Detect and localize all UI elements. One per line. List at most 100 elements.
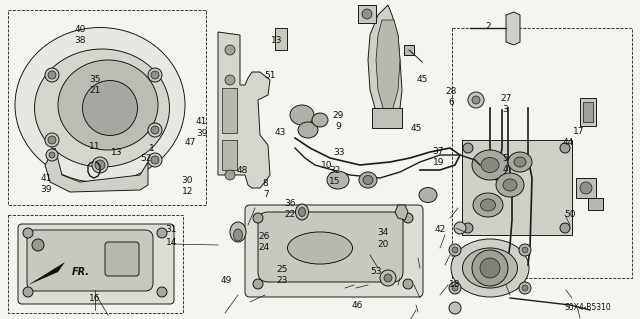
Ellipse shape xyxy=(234,229,243,241)
Polygon shape xyxy=(376,20,400,115)
Ellipse shape xyxy=(298,207,305,217)
Text: 31: 31 xyxy=(166,225,177,234)
Text: 4: 4 xyxy=(503,165,508,174)
Ellipse shape xyxy=(472,150,508,180)
Text: 44: 44 xyxy=(563,138,574,147)
Text: 49: 49 xyxy=(220,276,232,285)
Circle shape xyxy=(45,133,59,147)
Polygon shape xyxy=(45,148,148,192)
Bar xyxy=(222,88,237,133)
Text: 5: 5 xyxy=(503,154,508,163)
Text: 40: 40 xyxy=(74,25,86,34)
Circle shape xyxy=(225,75,235,85)
Circle shape xyxy=(454,222,466,234)
Circle shape xyxy=(32,239,44,251)
Ellipse shape xyxy=(327,171,349,189)
Circle shape xyxy=(23,287,33,297)
Polygon shape xyxy=(28,262,65,285)
Bar xyxy=(222,140,237,170)
Text: 24: 24 xyxy=(259,243,270,252)
Circle shape xyxy=(253,279,263,289)
Ellipse shape xyxy=(296,204,308,220)
Circle shape xyxy=(157,287,167,297)
Bar xyxy=(576,178,596,198)
Text: 1: 1 xyxy=(150,144,155,153)
Text: 30: 30 xyxy=(182,176,193,185)
Ellipse shape xyxy=(363,175,373,184)
Text: S0X4-B5310: S0X4-B5310 xyxy=(564,303,611,313)
Circle shape xyxy=(148,68,162,82)
Ellipse shape xyxy=(481,199,495,211)
Ellipse shape xyxy=(298,122,318,138)
Polygon shape xyxy=(368,5,402,125)
FancyBboxPatch shape xyxy=(258,212,403,282)
Text: 46: 46 xyxy=(351,301,363,310)
Circle shape xyxy=(23,228,33,238)
Text: 6: 6 xyxy=(449,98,454,107)
Ellipse shape xyxy=(230,222,246,242)
Text: 28: 28 xyxy=(445,87,457,96)
Text: 41: 41 xyxy=(40,174,52,182)
Ellipse shape xyxy=(83,80,138,136)
Ellipse shape xyxy=(508,152,532,172)
Ellipse shape xyxy=(35,49,170,167)
Ellipse shape xyxy=(419,188,437,203)
Ellipse shape xyxy=(463,248,518,288)
Bar xyxy=(358,5,376,23)
Circle shape xyxy=(45,68,59,82)
Bar xyxy=(372,108,402,128)
Text: 13: 13 xyxy=(271,36,282,45)
Text: 18: 18 xyxy=(449,280,460,289)
Bar xyxy=(275,28,287,50)
Ellipse shape xyxy=(514,157,526,167)
Circle shape xyxy=(560,223,570,233)
Circle shape xyxy=(472,96,480,104)
Circle shape xyxy=(148,123,162,137)
Polygon shape xyxy=(506,12,520,45)
Circle shape xyxy=(151,156,159,164)
Text: 45: 45 xyxy=(410,124,422,133)
FancyBboxPatch shape xyxy=(245,205,423,297)
Ellipse shape xyxy=(15,27,185,182)
Circle shape xyxy=(48,136,56,144)
Ellipse shape xyxy=(503,179,517,191)
Text: 35: 35 xyxy=(89,75,100,84)
Circle shape xyxy=(148,153,162,167)
Text: 12: 12 xyxy=(182,187,193,196)
Circle shape xyxy=(472,250,508,286)
Text: 23: 23 xyxy=(276,276,287,285)
Bar xyxy=(580,98,596,126)
Text: 25: 25 xyxy=(276,265,287,274)
Circle shape xyxy=(92,157,108,173)
Text: 29: 29 xyxy=(332,111,344,120)
Text: 9: 9 xyxy=(335,122,340,131)
Circle shape xyxy=(48,71,56,79)
Circle shape xyxy=(463,223,473,233)
Ellipse shape xyxy=(359,172,377,188)
Polygon shape xyxy=(395,205,408,220)
Text: FR.: FR. xyxy=(72,267,90,277)
Text: 33: 33 xyxy=(333,148,345,157)
Bar xyxy=(462,140,572,235)
Text: 26: 26 xyxy=(259,232,270,241)
Circle shape xyxy=(157,228,167,238)
Circle shape xyxy=(151,126,159,134)
Circle shape xyxy=(380,270,396,286)
Text: 14: 14 xyxy=(166,238,177,247)
Text: 15: 15 xyxy=(329,177,340,186)
Bar xyxy=(588,198,603,210)
Circle shape xyxy=(46,149,58,161)
Text: 8: 8 xyxy=(263,179,268,188)
Text: 16: 16 xyxy=(89,294,100,303)
FancyBboxPatch shape xyxy=(105,242,139,276)
Circle shape xyxy=(480,258,500,278)
Circle shape xyxy=(452,247,458,253)
Text: 17: 17 xyxy=(573,127,585,136)
Circle shape xyxy=(225,170,235,180)
Circle shape xyxy=(403,279,413,289)
Text: 11: 11 xyxy=(89,142,100,151)
Circle shape xyxy=(449,282,461,294)
Text: 51: 51 xyxy=(264,71,276,80)
Text: 39: 39 xyxy=(196,129,207,138)
Circle shape xyxy=(468,92,484,108)
